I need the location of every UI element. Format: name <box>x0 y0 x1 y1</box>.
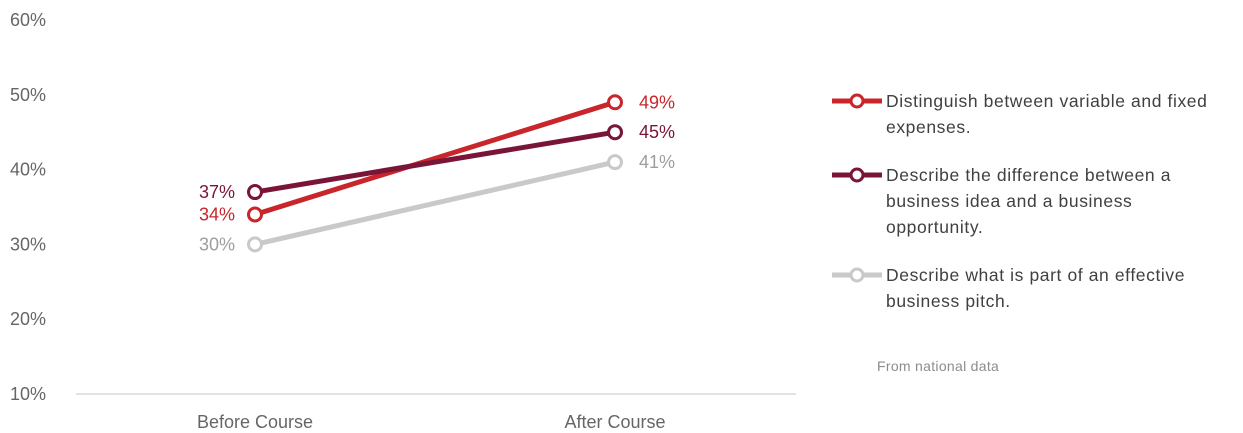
y-tick-label: 40% <box>10 160 46 180</box>
y-tick-label: 30% <box>10 234 46 254</box>
data-point-2-1 <box>607 154 623 171</box>
data-point-1-1 <box>607 124 623 141</box>
legend-swatch-business-pitch <box>832 267 882 283</box>
chart-legend: Distinguish between variable and fixed e… <box>830 88 1230 336</box>
x-tick-label: After Course <box>564 412 665 432</box>
data-label-after: 49% <box>639 92 675 112</box>
x-tick-label: Before Course <box>197 412 313 432</box>
legend-label: Distinguish between variable and fixed e… <box>886 91 1208 137</box>
series-line-2 <box>252 159 618 247</box>
data-label-after: 41% <box>639 152 675 172</box>
data-point-0-0 <box>247 206 263 223</box>
data-label-before: 34% <box>199 204 235 224</box>
source-note: From national data <box>877 358 1000 374</box>
legend-item-variable-fixed: Distinguish between variable and fixed e… <box>830 88 1230 140</box>
data-point-1-0 <box>247 184 263 201</box>
y-tick-label: 10% <box>10 384 46 404</box>
data-label-before: 30% <box>199 234 235 254</box>
legend-swatch-variable-fixed <box>832 93 882 109</box>
legend-label: Describe what is part of an effective bu… <box>886 265 1186 311</box>
legend-label: Describe the difference between a busine… <box>886 165 1172 237</box>
y-tick-label: 20% <box>10 309 46 329</box>
legend-item-business-pitch: Describe what is part of an effective bu… <box>830 262 1230 314</box>
data-label-before: 37% <box>199 182 235 202</box>
legend-item-idea-opportunity: Describe the difference between a busine… <box>830 162 1230 240</box>
y-tick-label: 50% <box>10 85 46 105</box>
data-point-2-0 <box>247 236 263 253</box>
legend-swatch-idea-opportunity <box>832 167 882 183</box>
data-label-after: 45% <box>639 122 675 142</box>
series-line-1 <box>252 129 618 195</box>
y-tick-label: 60% <box>10 10 46 30</box>
data-point-0-1 <box>607 94 623 111</box>
series-line-0 <box>252 99 618 217</box>
